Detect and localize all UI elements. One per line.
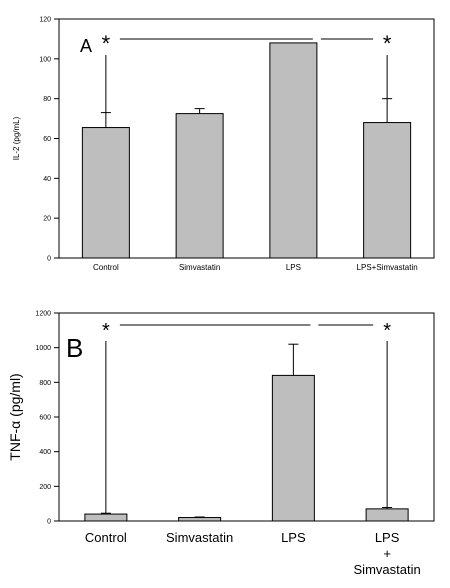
chart1-x-category-label: Simvastatin xyxy=(166,530,233,545)
chart0-y-tick-label: 60 xyxy=(43,136,51,143)
chart0-y-tick-label: 100 xyxy=(39,56,51,63)
chart1-y-tick-label: 800 xyxy=(39,380,51,387)
chart0-y-tick-label: 0 xyxy=(47,256,51,263)
chart0-significance-star-right: * xyxy=(383,31,392,56)
chart1-y-tick-label: 200 xyxy=(39,484,51,491)
chart1-significance-star-left: * xyxy=(102,320,110,342)
chart1-x-category-label: Control xyxy=(85,530,127,545)
chart0-bar-1 xyxy=(175,113,224,259)
chart1-bar-3 xyxy=(365,508,409,522)
chart0-y-tick-label: 120 xyxy=(39,17,51,24)
chart0-x-category-label: Simvastatin xyxy=(179,263,220,272)
chart1-y-tick-label: 400 xyxy=(39,449,51,456)
chart1-bar-1 xyxy=(178,517,222,522)
chart0-bar-3 xyxy=(363,122,412,259)
chart1-plot-frame xyxy=(58,312,435,522)
chart0-y-tick-label: 20 xyxy=(43,216,51,223)
chart0-bar-0 xyxy=(81,127,130,259)
chart0-x-category-label: LPS+Simvastatin xyxy=(357,263,418,272)
chart0-y-tick-label: 80 xyxy=(43,96,51,103)
chart0-x-category-label: Control xyxy=(93,263,119,272)
chart1-y-tick-label: 1000 xyxy=(35,345,51,352)
chart1-x-category-label: LPS xyxy=(281,530,306,545)
chart0-y-axis-label: IL-2 (pg/mL) xyxy=(12,116,21,160)
chart0-significance-star-left: * xyxy=(102,31,111,56)
chart1-y-tick-label: 1200 xyxy=(35,311,51,318)
chart1-x-category-label: + xyxy=(383,546,391,561)
chart0-y-tick-label: 40 xyxy=(43,176,51,183)
chart0-bar-2 xyxy=(269,42,318,259)
chart0-panel-label: A xyxy=(80,36,92,56)
chart1-bar-2 xyxy=(271,374,315,522)
chart1-y-tick-label: 600 xyxy=(39,415,51,422)
chart1-significance-star-right: * xyxy=(383,320,391,342)
chart1-bar-0 xyxy=(84,513,128,522)
chart1-x-category-label: LPS xyxy=(375,530,400,545)
chart1-x-category-label: Simvastatin xyxy=(354,562,421,577)
chart1-y-tick-label: 0 xyxy=(47,519,51,526)
chart0-x-category-label: LPS xyxy=(286,263,301,272)
chart1-panel-label: B xyxy=(66,333,83,363)
chart1-y-axis-label: TNF-α (pg/ml) xyxy=(7,373,23,460)
